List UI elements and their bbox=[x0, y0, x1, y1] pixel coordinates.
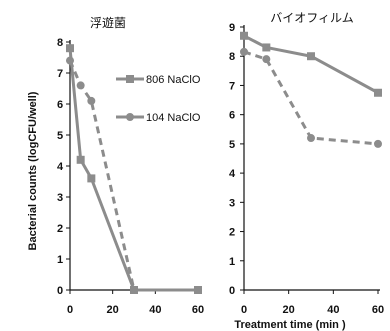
data-point-104 bbox=[66, 56, 74, 65]
series-line-806 bbox=[243, 34, 379, 95]
y-tick-label: 9 bbox=[229, 22, 235, 34]
data-point-806 bbox=[66, 44, 74, 53]
data-point-104 bbox=[194, 286, 202, 294]
panel-planktonic: 浮遊菌 0 1 2 3 4 5 6 7 8 0 20 40 60 bbox=[57, 15, 204, 316]
x-tick-label: 0 bbox=[241, 304, 247, 316]
y-tick-label: 7 bbox=[229, 80, 235, 92]
legend-marker-806 bbox=[126, 75, 134, 83]
x-tick-label: 20 bbox=[283, 304, 295, 316]
y-tick-label: 6 bbox=[229, 110, 235, 122]
y-tick-label: 7 bbox=[57, 68, 63, 80]
data-point-806 bbox=[240, 31, 248, 40]
data-point-806 bbox=[307, 52, 315, 61]
y-tick-label: 5 bbox=[229, 139, 235, 151]
legend-label-806: 806 NaClO bbox=[146, 74, 201, 86]
x-tick-label: 60 bbox=[372, 304, 384, 316]
y-tick-label: 2 bbox=[229, 227, 235, 239]
x-tick-label: 40 bbox=[149, 304, 161, 316]
y-tick-label: 8 bbox=[57, 37, 63, 49]
y-tick-label: 4 bbox=[229, 168, 236, 180]
data-point-104 bbox=[374, 139, 382, 148]
data-point-806 bbox=[87, 174, 96, 183]
legend: 806 NaClO 104 NaClO bbox=[116, 74, 201, 124]
data-point-104 bbox=[262, 55, 271, 64]
x-tick-label: 40 bbox=[327, 304, 339, 316]
data-point-806 bbox=[76, 155, 85, 164]
series-line-104 bbox=[68, 60, 198, 292]
data-point-806 bbox=[262, 43, 271, 52]
panel-title-biofilm: バイオフィルム bbox=[270, 11, 354, 25]
panel-biofilm: バイオフィルム 0 1 2 3 4 5 6 7 8 9 0 20 40 60 bbox=[229, 11, 384, 316]
data-point-104 bbox=[130, 286, 138, 294]
y-tick-label: 1 bbox=[57, 254, 63, 266]
y-tick-label: 6 bbox=[57, 99, 63, 111]
y-axis-label: Bacterial counts (logCFU/well) bbox=[27, 91, 39, 250]
y-tick-label: 0 bbox=[57, 285, 63, 297]
x-tick-label: 20 bbox=[107, 304, 119, 316]
data-point-104 bbox=[240, 47, 248, 56]
y-tick-label: 3 bbox=[57, 192, 63, 204]
legend-marker-104 bbox=[126, 113, 134, 121]
legend-label-104: 104 NaClO bbox=[146, 112, 201, 124]
y-tick-label: 2 bbox=[57, 223, 63, 235]
data-point-104 bbox=[76, 81, 85, 90]
data-point-104 bbox=[307, 134, 315, 143]
x-axis-label: Treatment time (min ) bbox=[234, 319, 346, 331]
series-line-104 bbox=[243, 50, 379, 146]
y-tick-label: 5 bbox=[57, 130, 63, 142]
x-tick-label: 60 bbox=[192, 304, 204, 316]
y-tick-label: 4 bbox=[57, 161, 64, 173]
data-point-806 bbox=[374, 88, 382, 97]
y-tick-label: 3 bbox=[229, 197, 235, 209]
y-tick-label: 8 bbox=[229, 51, 235, 63]
x-tick-label: 0 bbox=[67, 304, 73, 316]
data-point-104 bbox=[87, 96, 96, 105]
y-tick-label: 1 bbox=[229, 256, 235, 268]
y-tick-label: 0 bbox=[229, 285, 235, 297]
panel-title-planktonic: 浮遊菌 bbox=[90, 15, 126, 30]
